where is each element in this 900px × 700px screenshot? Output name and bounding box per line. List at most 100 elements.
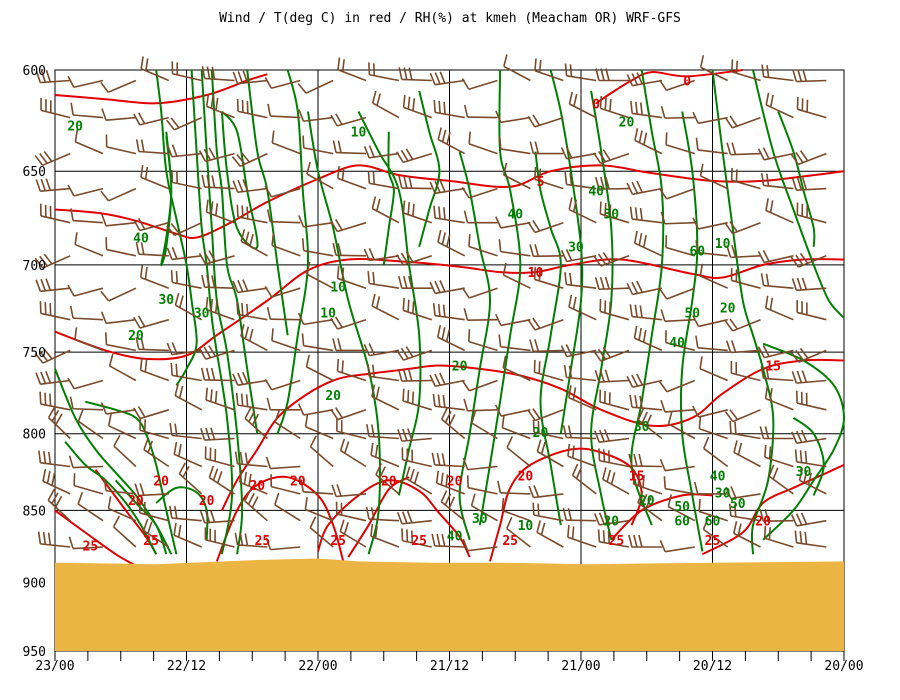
wind-barb-feather	[210, 298, 214, 312]
wind-barb-feather	[443, 101, 446, 115]
rh-label: 40	[588, 185, 604, 200]
wind-barb-feather	[604, 202, 607, 216]
wind-barb-feather	[173, 441, 178, 455]
wind-barb	[166, 221, 203, 237]
wind-barb-feather	[641, 493, 648, 506]
rh-label: 40	[669, 336, 685, 351]
wind-barb-feather	[107, 413, 112, 426]
wind-barb-feather	[237, 179, 244, 192]
wind-barb-feather	[642, 235, 647, 248]
wind-barb-staff	[664, 465, 695, 472]
wind-barb-staff	[271, 339, 301, 352]
wind-barb-feather	[729, 115, 738, 127]
wind-barb-feather	[603, 511, 610, 524]
wind-barb	[173, 522, 203, 548]
wind-barb-feather	[659, 381, 668, 393]
wind-barb	[599, 201, 630, 224]
wind-barb-feather	[39, 350, 49, 362]
wind-barb-feather	[67, 284, 75, 297]
rh-contour	[418, 90, 441, 247]
wind-barb	[298, 215, 334, 228]
wind-barb-feather	[729, 318, 738, 330]
wind-barb-staff	[503, 65, 531, 82]
wind-barb-staff	[171, 255, 202, 261]
wind-barb	[370, 523, 400, 548]
wind-barb-feather	[641, 411, 648, 424]
wind-barb-feather	[634, 395, 638, 408]
wind-barb	[339, 519, 367, 548]
wind-barb-feather	[34, 352, 44, 364]
wind-barb	[761, 173, 794, 190]
wind-barb	[470, 493, 498, 522]
wind-barb	[204, 527, 235, 548]
wind-barb-staff	[435, 111, 465, 119]
wind-barb-staff	[765, 104, 794, 119]
wind-barb-feather	[47, 532, 52, 546]
wind-barb-feather	[434, 280, 441, 293]
wind-barb-feather	[659, 458, 666, 471]
wind-barb	[798, 468, 827, 495]
wind-barb-feather	[639, 305, 643, 318]
wind-barb-feather	[731, 59, 734, 72]
wind-barb-feather	[760, 366, 765, 379]
wind-barb-feather	[527, 409, 536, 422]
wind-barb-feather	[765, 273, 770, 287]
wind-barb-feather	[243, 471, 248, 485]
wind-barb-feather	[604, 97, 607, 110]
wind-barb-feather	[597, 150, 607, 163]
wind-barb	[266, 397, 301, 411]
wind-barb	[205, 199, 235, 224]
wind-barb-feather	[407, 202, 411, 215]
wind-barb-staff	[274, 421, 301, 440]
wind-barb-feather	[267, 103, 272, 117]
wind-barb-feather	[799, 252, 809, 264]
wind-barb	[309, 435, 334, 468]
wind-barb-feather	[210, 427, 216, 440]
wind-barb-feather	[240, 151, 250, 163]
wind-barb	[74, 232, 104, 257]
wind-barb-feather	[139, 265, 144, 278]
wind-barb-feather	[205, 297, 209, 310]
wind-barb-feather	[638, 534, 643, 548]
wind-barb-feather	[602, 149, 611, 161]
wind-barb-feather	[699, 55, 705, 68]
wind-barb-feather	[100, 311, 107, 324]
wind-barb-feather	[144, 266, 148, 280]
wind-barb-feather	[730, 268, 733, 281]
wind-barb-feather	[43, 348, 53, 360]
wind-barb-feather	[248, 328, 254, 342]
wind-barb-feather	[769, 200, 774, 213]
wind-barb-feather	[659, 188, 668, 200]
wind-barb-feather	[441, 453, 446, 466]
wind-barb-feather	[560, 147, 568, 160]
wind-barb-staff	[666, 187, 696, 200]
wind-barb-staff	[303, 249, 334, 257]
wind-barb	[598, 448, 630, 468]
wind-barb-staff	[467, 409, 498, 412]
wind-barb-feather	[265, 537, 272, 550]
wind-barb-feather	[398, 175, 403, 189]
wind-barb-feather	[135, 139, 140, 152]
wind-barb-feather	[439, 71, 446, 84]
wind-barb-staff	[303, 147, 334, 155]
rh-label: 40	[133, 232, 149, 247]
wind-barb	[529, 244, 564, 258]
wind-barb-feather	[540, 522, 546, 536]
wind-barb-feather	[693, 481, 699, 495]
wind-barb-feather	[462, 538, 469, 551]
wind-barb-feather	[597, 529, 601, 542]
wind-barb-feather	[147, 440, 154, 453]
wind-barb	[567, 524, 597, 548]
wind-barb-staff	[566, 283, 597, 289]
wind-barb-feather	[608, 392, 611, 405]
wind-barb-feather	[528, 485, 535, 498]
wind-barb	[502, 162, 531, 190]
wind-barb	[633, 230, 663, 257]
wind-barb-staff	[105, 489, 136, 495]
wind-barb	[629, 304, 662, 321]
wind-barb-feather	[695, 335, 699, 348]
wind-barb	[429, 180, 465, 195]
wind-barb-staff	[72, 407, 104, 411]
wind-barb-feather	[231, 156, 241, 167]
wind-barb-staff	[468, 245, 498, 257]
